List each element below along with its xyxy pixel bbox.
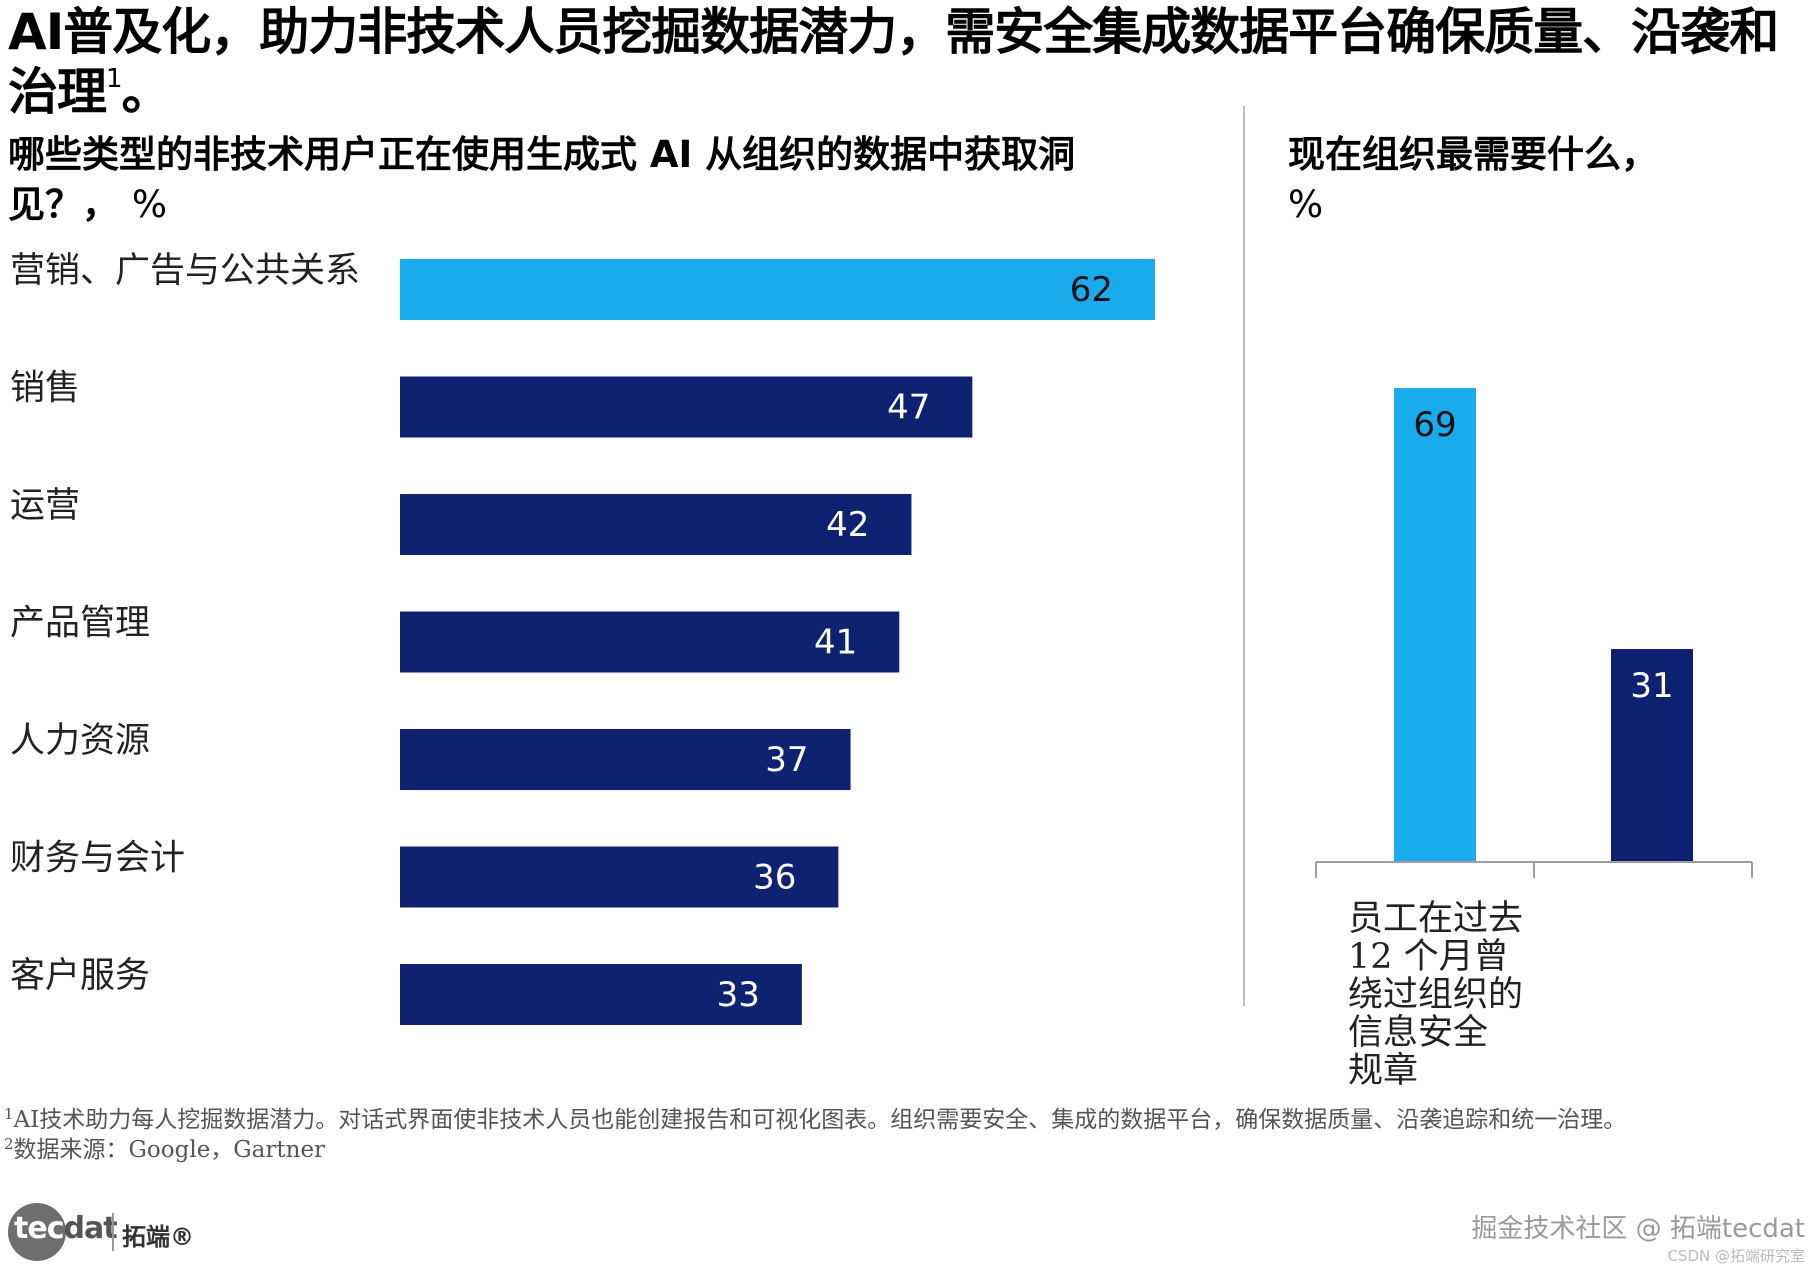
column-value-label-2: 31 bbox=[1630, 666, 1673, 706]
logo-separator bbox=[112, 1213, 114, 1251]
logo-cn-text: 拓端® bbox=[122, 1223, 194, 1251]
footnotes: 1AI技术助力每人挖掘数据潜力。对话式界面使非技术人员也能创建报告和可视化图表。… bbox=[4, 1105, 1804, 1165]
bar-chart-subtitle-text: 哪些类型的非技术用户正在使用生成式 AI 从组织的数据中获取洞见？， bbox=[8, 133, 1076, 226]
bar-1 bbox=[400, 259, 1155, 320]
watermark: 掘金技术社区 @ 拓端tecdat bbox=[1471, 1214, 1805, 1244]
bar-6 bbox=[400, 846, 839, 908]
page-title-text: AI普及化，助力非技术人员挖掘数据潜力，需安全集成数据平台确保质量、沿袭和治理 bbox=[8, 3, 1779, 121]
logo-text-a: tec bbox=[14, 1211, 64, 1246]
column-2 bbox=[1611, 649, 1693, 862]
bar-chart-subtitle: 哪些类型的非技术用户正在使用生成式 AI 从组织的数据中获取洞见？， % bbox=[8, 130, 1098, 230]
watermark-secondary: CSDN @拓端研究室 bbox=[1667, 1247, 1805, 1265]
footnote-2-text: 数据来源：Google，Gartner bbox=[13, 1137, 326, 1163]
bar-category-label-7: 客户服务 bbox=[10, 956, 150, 996]
bar-value-label-7: 33 bbox=[717, 975, 760, 1015]
bar-3 bbox=[400, 494, 912, 555]
footnote-1-text: AI技术助力每人挖掘数据潜力。对话式界面使非技术人员也能创建报告和可视化图表。组… bbox=[13, 1107, 1627, 1133]
bar-value-label-6: 36 bbox=[753, 858, 796, 898]
bar-category-label-6: 财务与会计 bbox=[10, 839, 185, 879]
bar-value-label-5: 37 bbox=[765, 740, 808, 780]
footnote-2-ref: 2 bbox=[4, 1135, 14, 1153]
bar-value-label-3: 42 bbox=[826, 505, 869, 545]
tecdat-logo: tecdat 拓端® bbox=[8, 1203, 198, 1261]
bar-category-label-3: 运营 bbox=[10, 486, 80, 526]
column-category-label: 员工在过去 12 个月曾 绕过组织的 信息安全 规章 bbox=[1348, 899, 1524, 1091]
bar-category-label-4: 产品管理 bbox=[10, 604, 150, 644]
logo-wordmark: tecdat bbox=[14, 1211, 118, 1246]
bar-value-label-1: 62 bbox=[1070, 270, 1113, 310]
bar-5 bbox=[400, 729, 851, 790]
bar-category-label-5: 人力资源 bbox=[10, 721, 150, 761]
footnote-1-ref: 1 bbox=[4, 1105, 14, 1123]
page-title-end: 。 bbox=[121, 63, 172, 121]
column-chart-subtitle: 现在组织最需要什么，% bbox=[1288, 130, 1788, 230]
bar-7 bbox=[400, 964, 802, 1025]
bar-4 bbox=[400, 611, 900, 673]
bar-category-label-1: 营销、广告与公共关系 bbox=[10, 251, 360, 291]
column-chart-unit: % bbox=[1288, 183, 1324, 226]
title-footnote-ref: 1 bbox=[106, 64, 123, 94]
bar-value-label-4: 41 bbox=[814, 623, 857, 663]
column-value-label-1: 69 bbox=[1413, 405, 1456, 445]
column-1 bbox=[1394, 388, 1476, 862]
panel-divider bbox=[1243, 106, 1245, 1006]
bar-chart-unit: % bbox=[131, 183, 168, 226]
footnote-2: 2数据来源：Google，Gartner bbox=[4, 1135, 1804, 1165]
bar-category-label-2: 销售 bbox=[10, 369, 80, 409]
bar-2 bbox=[400, 376, 973, 438]
footnote-1: 1AI技术助力每人挖掘数据潜力。对话式界面使非技术人员也能创建报告和可视化图表。… bbox=[4, 1105, 1804, 1135]
bar-value-label-2: 47 bbox=[887, 388, 930, 428]
page-title: AI普及化，助力非技术人员挖掘数据潜力，需安全集成数据平台确保质量、沿袭和治理1… bbox=[8, 2, 1798, 122]
logo-circle-icon bbox=[8, 1203, 66, 1261]
logo-text-b: dat bbox=[63, 1211, 117, 1246]
column-chart-subtitle-text: 现在组织最需要什么， bbox=[1288, 133, 1658, 176]
